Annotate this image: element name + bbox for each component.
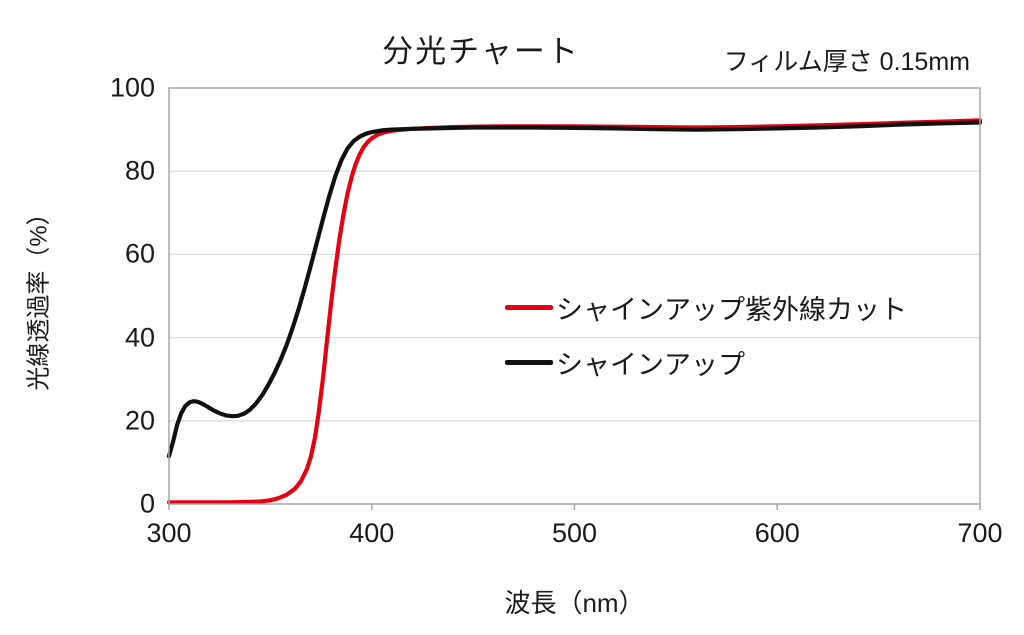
legend-item: シャインアップ bbox=[505, 343, 907, 381]
legend-label: シャインアップ bbox=[556, 349, 745, 380]
chart-title: 分光チャート bbox=[382, 34, 580, 69]
x-tick-label: 300 bbox=[146, 518, 192, 548]
x-tick-label: 400 bbox=[349, 518, 395, 548]
legend: シャインアップ紫外線カット シャインアップ bbox=[505, 288, 907, 398]
series-lines bbox=[166, 118, 983, 505]
legend-label: シャインアップ紫外線カット bbox=[556, 294, 907, 325]
gridlines bbox=[169, 170, 980, 422]
x-tick-label: 500 bbox=[551, 518, 598, 548]
axis-tick-marks bbox=[168, 504, 981, 510]
y-tick-label: 60 bbox=[124, 238, 155, 269]
x-tick-label: 600 bbox=[754, 518, 800, 548]
y-tick-label: 40 bbox=[124, 322, 155, 353]
series-line-1 bbox=[166, 120, 983, 459]
x-tick-label: 700 bbox=[957, 518, 1003, 548]
film-thickness-annotation: フィルム厚さ 0.15mm bbox=[723, 48, 970, 76]
legend-item: シャインアップ紫外線カット bbox=[505, 288, 907, 326]
x-axis-title: 波長（nm） bbox=[504, 588, 645, 618]
y-tick-label: 0 bbox=[139, 488, 155, 519]
y-tick-label: 20 bbox=[124, 405, 155, 436]
y-tick-label: 80 bbox=[124, 155, 155, 186]
y-tick-label: 100 bbox=[109, 72, 155, 103]
legend-line-swatch bbox=[505, 304, 553, 310]
legend-line-swatch bbox=[505, 359, 553, 365]
